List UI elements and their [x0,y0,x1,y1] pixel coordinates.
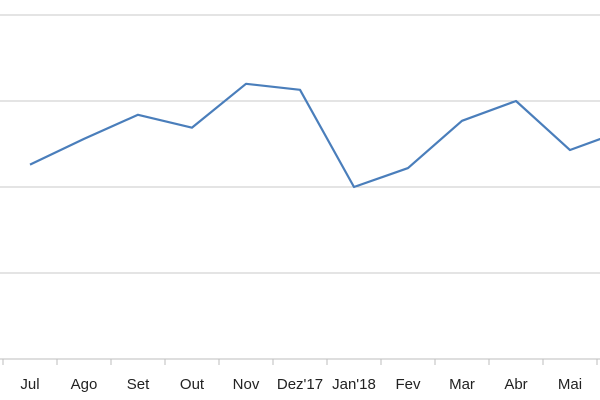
x-tick-labels: Jul Ago Set Out Nov Dez'17 Jan'18 Fev Mar Abr Mai [20,376,582,393]
x-tick-label: Set [127,376,150,393]
x-tick-label: Mar [449,376,475,393]
x-axis [0,358,600,365]
x-tick-label: Out [180,376,205,393]
x-tick-label: Jul [20,376,39,393]
x-tick-label: Abr [504,376,527,393]
x-tick-label: Fev [395,376,421,393]
series-line [29,82,600,189]
series-line-0 [29,82,600,189]
gridlines [0,14,600,274]
x-tick-label: Dez'17 [277,376,323,393]
x-tick-label: Nov [233,376,260,393]
x-tick-label: Jan'18 [332,376,376,393]
x-tick-label: Mai [558,376,582,393]
x-tick-label: Ago [71,376,98,393]
